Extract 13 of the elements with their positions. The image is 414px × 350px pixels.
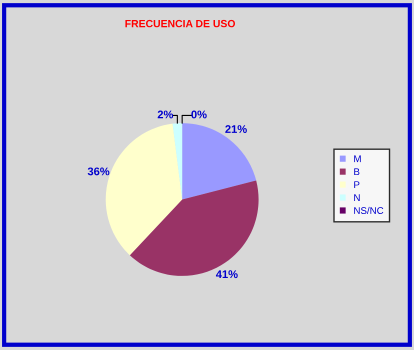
legend-label: B: [354, 168, 360, 176]
text: 0%: [191, 110, 207, 118]
chart-title: FRECUENCIA DE USO: [125, 20, 236, 28]
pie-slice: [182, 123, 256, 200]
legend-label: N: [354, 194, 360, 201]
data-label: 41%: [216, 270, 238, 278]
data-label: 21%: [225, 125, 247, 134]
legend-label: P: [354, 181, 360, 188]
legend-label: NS/NC: [354, 206, 384, 214]
pie-slice: [172, 123, 182, 200]
data-label: 2%: [158, 110, 174, 118]
legend-label: M: [354, 155, 361, 162]
data-label: 36%: [88, 167, 110, 176]
